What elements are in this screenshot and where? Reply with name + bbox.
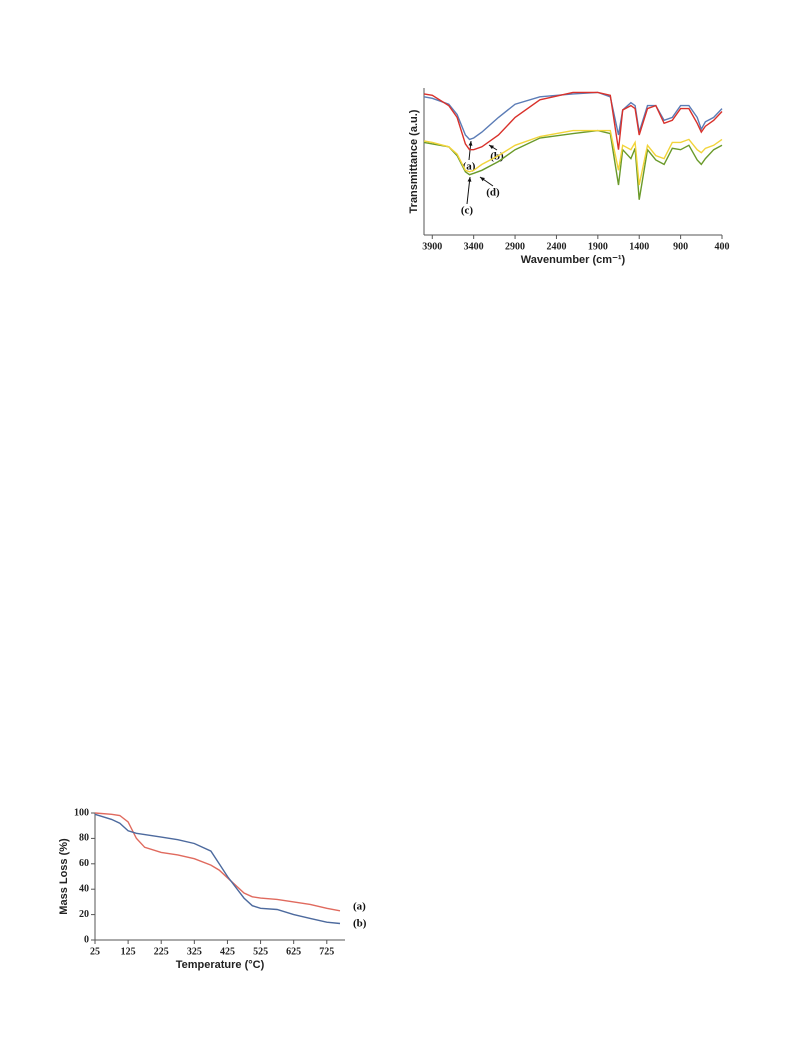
series-label: (d): [486, 187, 500, 199]
x-tick-label: 725: [319, 946, 334, 957]
x-tick-label: 2400: [546, 241, 566, 252]
arrow-head: [489, 145, 494, 150]
arrow-head: [468, 141, 473, 146]
chart: 25 125 225 325 425 525 625 725 0 20 40 60 80 100 Tempe…: [58, 807, 367, 971]
series-label: (a): [353, 901, 366, 913]
y-axis-title: Transmittance (a.u.): [408, 109, 420, 213]
series-line: [423, 91, 723, 141]
x-tick-label: 25: [90, 946, 100, 957]
x-axis-title: Wavenumber (cm⁻¹): [521, 254, 626, 266]
y-tick-label: 60: [79, 858, 89, 869]
y-axis-title: Mass Loss (%): [58, 838, 70, 915]
x-tick-label: 125: [121, 946, 136, 957]
y-tick-label: 20: [79, 909, 89, 920]
series-line: [94, 812, 341, 912]
y-tick-label: 0: [84, 934, 89, 945]
x-tick-label: 400: [715, 241, 730, 252]
x-tick-label: 625: [286, 946, 301, 957]
x-tick-label: 1400: [629, 241, 649, 252]
series-label: (a): [463, 161, 476, 173]
series-line: [423, 129, 723, 186]
x-tick-label: 2900: [505, 241, 525, 252]
series-label: (b): [353, 918, 367, 930]
x-tick-label: 3400: [464, 241, 484, 252]
y-tick-label: 100: [74, 807, 89, 818]
series-label: (c): [461, 205, 474, 217]
series-line: [423, 129, 723, 200]
x-tick-label: 1900: [588, 241, 608, 252]
series-line: [423, 91, 723, 151]
chart: 3900 3400 2900 2400 1900 1400 900 400 Wavenumber…: [408, 88, 730, 266]
x-tick-label: 525: [253, 946, 268, 957]
x-tick-label: 3900: [422, 241, 442, 252]
y-tick-label: 80: [79, 833, 89, 844]
arrow-head: [467, 177, 472, 182]
x-axis-title: Temperature (°C): [176, 959, 265, 971]
arrow-head: [480, 177, 485, 182]
x-tick-label: 325: [187, 946, 202, 957]
x-tick-label: 425: [220, 946, 235, 957]
y-tick-label: 40: [79, 883, 89, 894]
x-tick-label: 225: [154, 946, 169, 957]
series-line: [94, 813, 341, 925]
x-tick-label: 900: [673, 241, 688, 252]
